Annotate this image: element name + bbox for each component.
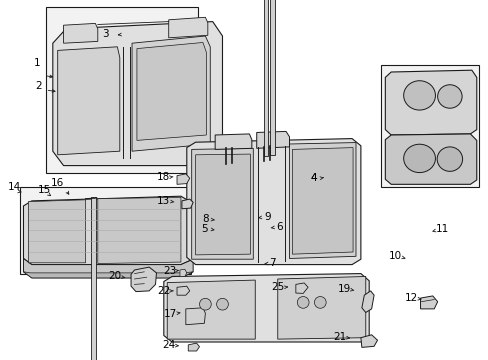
Circle shape bbox=[297, 297, 308, 308]
Text: 24: 24 bbox=[162, 340, 175, 350]
Polygon shape bbox=[420, 296, 437, 309]
Polygon shape bbox=[360, 335, 377, 347]
Text: 11: 11 bbox=[435, 224, 448, 234]
Polygon shape bbox=[98, 197, 181, 264]
Polygon shape bbox=[180, 269, 186, 276]
Circle shape bbox=[314, 297, 325, 308]
Text: 23: 23 bbox=[163, 266, 177, 276]
Polygon shape bbox=[385, 70, 476, 135]
Polygon shape bbox=[131, 267, 156, 292]
Text: 13: 13 bbox=[157, 196, 170, 206]
Text: 12: 12 bbox=[404, 293, 418, 303]
Polygon shape bbox=[23, 272, 193, 278]
Text: 4: 4 bbox=[310, 173, 317, 183]
Text: 25: 25 bbox=[270, 282, 284, 292]
Text: 10: 10 bbox=[388, 251, 401, 261]
Polygon shape bbox=[177, 286, 189, 295]
Ellipse shape bbox=[403, 81, 435, 110]
Ellipse shape bbox=[437, 85, 461, 108]
Polygon shape bbox=[53, 22, 222, 166]
Polygon shape bbox=[23, 196, 193, 265]
Text: 3: 3 bbox=[102, 29, 108, 39]
Bar bbox=[46, 7, 198, 173]
Text: 1: 1 bbox=[33, 58, 40, 68]
Text: 21: 21 bbox=[332, 332, 346, 342]
Bar bbox=[20, 187, 190, 274]
Polygon shape bbox=[186, 139, 360, 265]
Ellipse shape bbox=[403, 144, 435, 172]
Polygon shape bbox=[195, 154, 250, 255]
Text: 4: 4 bbox=[310, 173, 317, 183]
Polygon shape bbox=[28, 200, 85, 263]
Polygon shape bbox=[58, 47, 120, 155]
Bar bbox=[381, 65, 478, 187]
Text: 14: 14 bbox=[8, 182, 21, 192]
Polygon shape bbox=[163, 274, 368, 342]
Polygon shape bbox=[167, 280, 255, 339]
Text: 20: 20 bbox=[108, 271, 121, 282]
Polygon shape bbox=[361, 291, 373, 312]
Text: 19: 19 bbox=[337, 284, 351, 294]
Text: 17: 17 bbox=[163, 309, 177, 319]
Polygon shape bbox=[277, 276, 365, 339]
Polygon shape bbox=[292, 148, 352, 254]
Polygon shape bbox=[132, 36, 210, 151]
Polygon shape bbox=[295, 283, 307, 293]
Polygon shape bbox=[23, 258, 193, 278]
Text: 22: 22 bbox=[157, 286, 170, 296]
Polygon shape bbox=[191, 148, 253, 259]
Polygon shape bbox=[182, 199, 193, 209]
Polygon shape bbox=[168, 17, 207, 38]
Text: 9: 9 bbox=[264, 212, 271, 222]
Text: 2: 2 bbox=[35, 81, 41, 91]
Polygon shape bbox=[185, 308, 205, 325]
Text: 18: 18 bbox=[157, 172, 170, 182]
Ellipse shape bbox=[436, 147, 462, 171]
Text: 5: 5 bbox=[201, 224, 207, 234]
Text: 6: 6 bbox=[276, 222, 283, 232]
Bar bbox=[264, 0, 267, 156]
Bar bbox=[270, 0, 275, 155]
Text: 15: 15 bbox=[37, 185, 51, 195]
Polygon shape bbox=[256, 131, 289, 148]
Polygon shape bbox=[215, 134, 251, 149]
Circle shape bbox=[199, 298, 211, 310]
Polygon shape bbox=[177, 174, 189, 184]
Polygon shape bbox=[188, 343, 199, 351]
Polygon shape bbox=[385, 134, 476, 184]
Circle shape bbox=[216, 298, 228, 310]
Bar bbox=[91, 197, 96, 360]
Text: 7: 7 bbox=[269, 258, 276, 268]
Polygon shape bbox=[63, 23, 98, 43]
Text: 8: 8 bbox=[202, 214, 208, 224]
Text: 16: 16 bbox=[51, 178, 64, 188]
Polygon shape bbox=[289, 143, 355, 258]
Polygon shape bbox=[137, 42, 206, 140]
